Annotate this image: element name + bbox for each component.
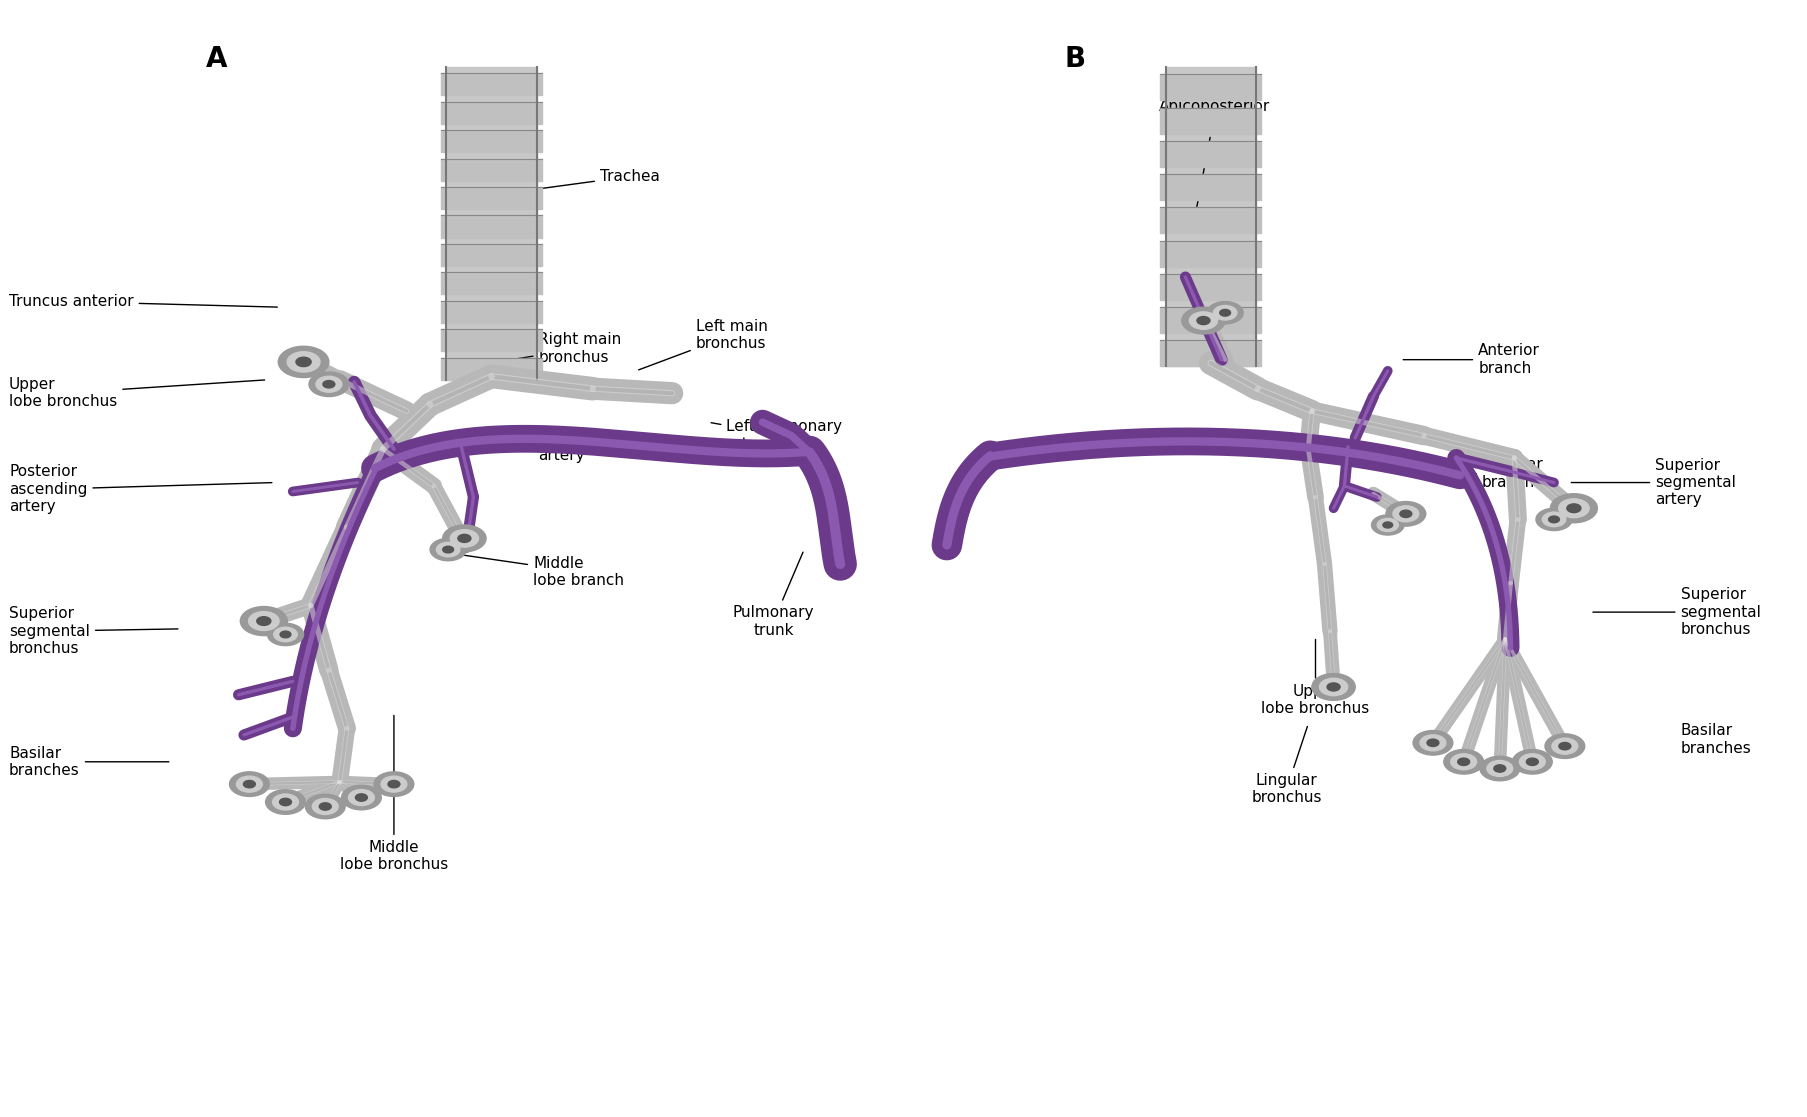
- Text: Trachea: Trachea: [493, 169, 660, 195]
- Circle shape: [1400, 510, 1411, 517]
- Text: Superior
segmental
bronchus: Superior segmental bronchus: [9, 607, 177, 656]
- Circle shape: [1428, 739, 1438, 746]
- Text: Left main
bronchus: Left main bronchus: [638, 318, 768, 370]
- Circle shape: [249, 612, 278, 630]
- Bar: [446, 67, 537, 380]
- Circle shape: [280, 799, 291, 805]
- Circle shape: [287, 352, 320, 372]
- Text: A: A: [206, 45, 228, 73]
- Circle shape: [229, 772, 269, 796]
- Circle shape: [1480, 756, 1520, 781]
- Text: Basilar
branches: Basilar branches: [1590, 723, 1751, 756]
- Circle shape: [1312, 674, 1355, 700]
- Text: Lingular
branches: Lingular branches: [1399, 457, 1552, 490]
- Circle shape: [1196, 316, 1211, 325]
- Circle shape: [1377, 518, 1399, 532]
- Circle shape: [323, 381, 334, 388]
- Circle shape: [1326, 682, 1341, 691]
- Circle shape: [1520, 754, 1545, 770]
- Circle shape: [313, 799, 338, 814]
- Circle shape: [1189, 312, 1218, 330]
- Text: Right pulmonary
artery: Right pulmonary artery: [452, 430, 665, 464]
- Text: Middle
lobe bronchus: Middle lobe bronchus: [340, 715, 448, 872]
- Text: B: B: [1064, 45, 1086, 73]
- Circle shape: [309, 372, 349, 397]
- Text: Basilar
branches: Basilar branches: [9, 745, 168, 779]
- Circle shape: [374, 772, 414, 796]
- Circle shape: [1382, 522, 1393, 528]
- Circle shape: [389, 781, 399, 787]
- Text: Upper
lobe bronchus: Upper lobe bronchus: [1261, 639, 1370, 716]
- Circle shape: [1386, 502, 1426, 526]
- Circle shape: [1220, 309, 1231, 316]
- Circle shape: [296, 357, 311, 366]
- Circle shape: [1536, 508, 1572, 531]
- Text: Upper
lobe bronchus: Upper lobe bronchus: [9, 376, 264, 410]
- Circle shape: [443, 525, 486, 552]
- Circle shape: [457, 534, 472, 543]
- Circle shape: [305, 794, 345, 819]
- Circle shape: [349, 790, 374, 805]
- Circle shape: [1543, 512, 1565, 526]
- Circle shape: [237, 776, 262, 792]
- Text: Apicoposterior
branch: Apicoposterior branch: [1158, 99, 1270, 208]
- Text: Middle
lobe branch: Middle lobe branch: [452, 553, 623, 589]
- Circle shape: [1494, 765, 1505, 772]
- Circle shape: [381, 776, 407, 792]
- Circle shape: [275, 628, 296, 641]
- Circle shape: [266, 790, 305, 814]
- Circle shape: [1487, 761, 1512, 776]
- Bar: [1166, 67, 1256, 366]
- Circle shape: [437, 543, 459, 556]
- Circle shape: [430, 538, 466, 561]
- Circle shape: [1559, 499, 1588, 517]
- Circle shape: [267, 623, 304, 646]
- Circle shape: [1393, 506, 1418, 522]
- Circle shape: [244, 781, 255, 787]
- Text: Superior
segmental
artery: Superior segmental artery: [1572, 458, 1737, 507]
- Circle shape: [342, 785, 381, 810]
- Circle shape: [1550, 494, 1597, 523]
- Circle shape: [1549, 516, 1559, 523]
- Circle shape: [1420, 735, 1446, 751]
- Circle shape: [316, 376, 342, 392]
- Circle shape: [1512, 750, 1552, 774]
- Circle shape: [278, 346, 329, 378]
- Circle shape: [1207, 302, 1243, 324]
- Circle shape: [1527, 758, 1538, 765]
- Text: Pulmonary
trunk: Pulmonary trunk: [732, 552, 815, 638]
- Circle shape: [1182, 307, 1225, 334]
- Circle shape: [1545, 734, 1585, 758]
- Circle shape: [273, 794, 298, 810]
- Circle shape: [443, 546, 454, 553]
- Circle shape: [1444, 750, 1484, 774]
- Text: Anterior
branch: Anterior branch: [1404, 343, 1540, 376]
- Circle shape: [1214, 305, 1236, 319]
- Text: Left pulmonary
artery: Left pulmonary artery: [712, 419, 842, 452]
- Text: Posterior
ascending
artery: Posterior ascending artery: [9, 465, 271, 514]
- Text: Right main
bronchus: Right main bronchus: [446, 332, 622, 371]
- Circle shape: [280, 631, 291, 638]
- Circle shape: [1552, 738, 1578, 754]
- Circle shape: [1559, 743, 1570, 750]
- Circle shape: [1372, 515, 1404, 535]
- Circle shape: [1413, 731, 1453, 755]
- Text: Truncus anterior: Truncus anterior: [9, 294, 276, 309]
- Circle shape: [240, 607, 287, 636]
- Text: Lingular
bronchus: Lingular bronchus: [1250, 726, 1323, 805]
- Text: Superior
segmental
bronchus: Superior segmental bronchus: [1594, 588, 1762, 637]
- Circle shape: [1458, 758, 1469, 765]
- Circle shape: [257, 617, 271, 626]
- Circle shape: [1451, 754, 1476, 770]
- Circle shape: [320, 803, 331, 810]
- Circle shape: [1319, 678, 1348, 696]
- Circle shape: [356, 794, 367, 801]
- Circle shape: [450, 529, 479, 547]
- Circle shape: [1567, 504, 1581, 513]
